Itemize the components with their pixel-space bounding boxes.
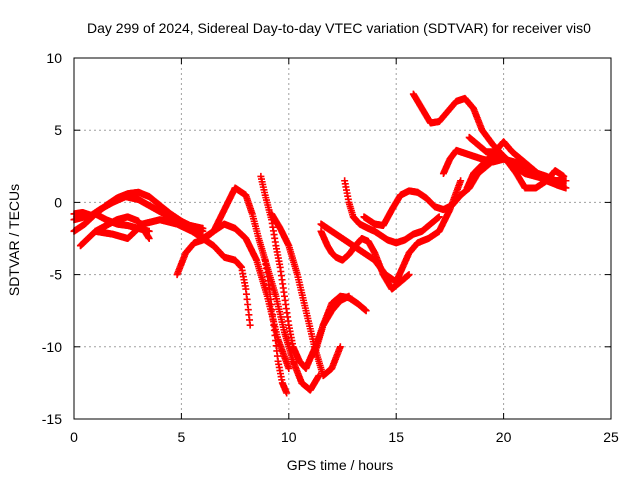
series-track-d (70, 193, 207, 232)
series-track-g (199, 235, 254, 329)
series-track-i (261, 256, 291, 397)
y-axis-label: SDTVAR / TECUs (6, 184, 22, 296)
data-point (336, 343, 344, 351)
data-point (145, 235, 153, 242)
data-point (435, 213, 443, 221)
data-point (246, 321, 254, 329)
y-tick-label: -10 (42, 339, 62, 355)
chart-title: Day 299 of 2024, Sidereal Day-to-day VTE… (87, 20, 591, 36)
y-tick-label: 5 (54, 122, 62, 138)
x-tick-label: 0 (70, 429, 78, 445)
y-tick-label: 10 (46, 50, 62, 66)
series-track-s (465, 133, 568, 185)
x-tick-label: 10 (281, 429, 297, 445)
data-points (70, 90, 570, 397)
x-tick-label: 25 (603, 429, 619, 445)
series-track-n (341, 177, 443, 247)
y-tick-label: -15 (42, 411, 62, 427)
series-track-j (268, 210, 344, 380)
data-point (457, 177, 465, 185)
data-point (285, 364, 293, 372)
x-tick-label: 20 (496, 429, 512, 445)
data-point (283, 389, 291, 397)
data-point (405, 271, 413, 279)
data-point (560, 177, 568, 185)
grid-lines (74, 58, 611, 419)
x-axis-label: GPS time / hours (287, 457, 394, 473)
x-tick-label: 5 (178, 429, 186, 445)
series-track-l (317, 227, 413, 293)
y-tick-label: 0 (54, 194, 62, 210)
x-tick-labels: 0 5 10 15 20 25 (70, 429, 619, 445)
axis-ticks (73, 57, 612, 420)
data-point (562, 184, 570, 192)
data-point (199, 224, 207, 232)
series-track-k (311, 292, 370, 358)
data-point (362, 307, 370, 315)
x-tick-label: 15 (388, 429, 404, 445)
y-tick-label: -5 (50, 267, 63, 283)
series-track-m (317, 177, 465, 286)
plot-frame (73, 57, 612, 420)
series-track-e (91, 216, 293, 372)
y-tick-labels: -15 -10 -5 0 5 10 (42, 50, 62, 427)
